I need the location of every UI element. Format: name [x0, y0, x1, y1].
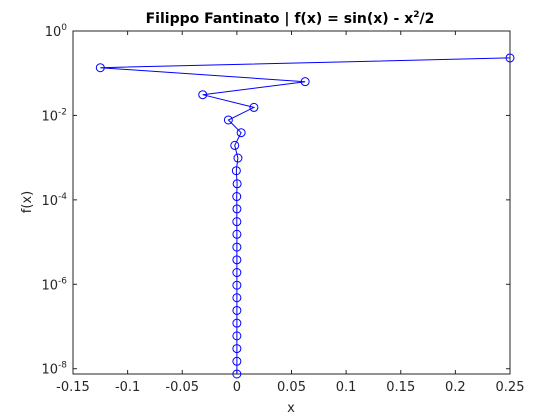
data-point: [232, 268, 242, 278]
y-axis: 100 10-2 10-4 10-6 10-8: [41, 23, 510, 378]
x-tick-label: 0.15: [386, 380, 415, 395]
chart-title-suffix: /2: [420, 11, 435, 27]
series-line: [100, 57, 511, 374]
y-tick-label: 10-6: [41, 276, 67, 293]
data-point: [236, 128, 246, 138]
data-point: [232, 280, 242, 290]
data-point: [232, 204, 242, 214]
data-point: [232, 318, 242, 328]
x-tick-label: 0.25: [496, 380, 525, 395]
data-point: [232, 305, 242, 315]
data-point: [232, 192, 242, 202]
x-tick-label: -0.05: [165, 380, 199, 395]
y-tick-label: 100: [45, 23, 68, 40]
x-tick-label: -0.1: [115, 380, 140, 395]
x-tick-label: 0.1: [336, 380, 357, 395]
data-point: [300, 77, 310, 87]
y-axis-label: f(x): [20, 191, 35, 213]
x-axis-label: x: [287, 401, 295, 416]
data-point: [232, 217, 242, 227]
data-point: [232, 344, 242, 354]
plot-area: [72, 30, 511, 375]
data-point: [230, 140, 240, 150]
x-tick-label: 0.2: [445, 380, 466, 395]
chart-title: Filippo Fantinato | f(x) = sin(x) - x2/2: [146, 10, 435, 27]
y-tick-label: 10-4: [41, 192, 67, 209]
data-point: [232, 331, 242, 341]
data-point: [223, 115, 233, 125]
data-point: [232, 179, 242, 189]
data-point: [249, 102, 259, 112]
x-axis: -0.15 -0.1 -0.05 0 0.05 0.1 0.15 0.2 0.25: [56, 31, 524, 395]
data-point: [233, 153, 243, 163]
data-point: [231, 166, 241, 176]
chart-title-superscript: 2: [413, 10, 419, 20]
x-tick-label: 0.05: [277, 380, 306, 395]
x-tick-label: 0: [233, 380, 241, 395]
data-point: [232, 255, 242, 265]
data-point: [505, 53, 515, 63]
chart-title-main: Filippo Fantinato | f(x) = sin(x) - x: [146, 11, 414, 27]
data-point: [198, 90, 208, 100]
data-point: [232, 369, 242, 379]
y-tick-label: 10-8: [41, 361, 67, 378]
data-point: [232, 356, 242, 366]
y-tick-label: 10-2: [41, 107, 67, 124]
x-tick-label: -0.15: [56, 380, 90, 395]
data-point: [95, 63, 105, 73]
data-point: [232, 293, 242, 303]
series-markers: [95, 53, 515, 379]
data-point: [232, 229, 242, 239]
data-point: [232, 242, 242, 252]
